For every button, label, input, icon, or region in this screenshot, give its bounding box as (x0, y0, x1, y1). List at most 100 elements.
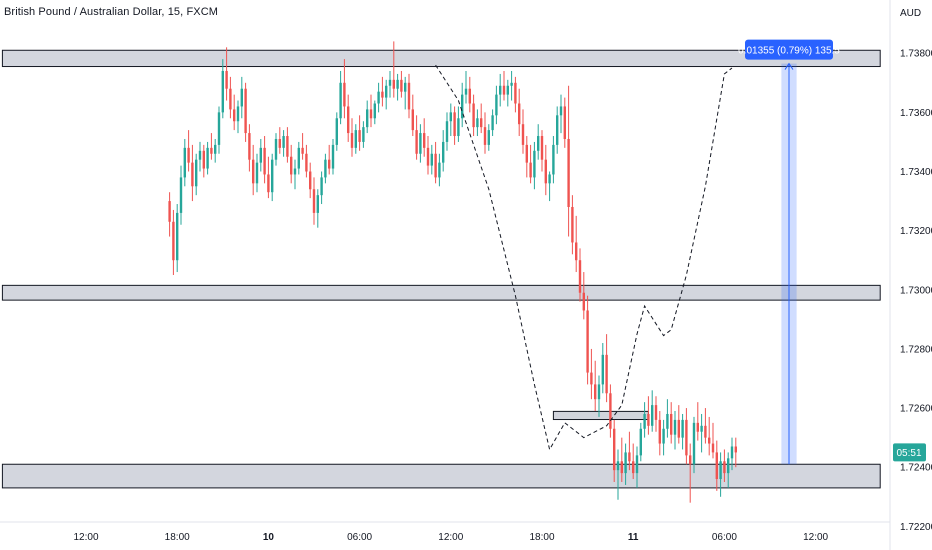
candle-body (252, 159, 255, 184)
candle-body (297, 147, 300, 169)
candle (240, 76, 243, 119)
candle (438, 153, 441, 187)
candle-body (556, 115, 559, 145)
candle (613, 419, 616, 482)
candle-body (381, 91, 384, 98)
candle-body (339, 82, 342, 119)
candle (685, 408, 688, 465)
candle-body (396, 79, 399, 89)
measure-label: 0.01355 (0.79%) 135.5 (738, 46, 840, 57)
candle-body (453, 112, 456, 137)
candle (381, 76, 384, 107)
candle (639, 422, 642, 462)
y-tick-label: 1.72800 (900, 344, 932, 355)
candle-body (400, 79, 403, 92)
candle (274, 133, 278, 166)
candle-body (442, 141, 445, 163)
candle (252, 144, 255, 196)
x-tick-label: 12:00 (803, 532, 828, 543)
candle (221, 59, 224, 119)
candle (366, 100, 369, 134)
candle (559, 94, 563, 134)
candle (445, 112, 449, 151)
candle (434, 141, 437, 184)
candle-body (487, 130, 490, 145)
candle (430, 144, 433, 175)
candle (506, 79, 509, 107)
candle (662, 419, 665, 456)
candle-body (723, 461, 726, 474)
candle-body (472, 103, 475, 128)
resistance-box (552, 410, 649, 421)
candle-body (404, 82, 407, 92)
candle (335, 112, 338, 151)
candle-body (343, 82, 346, 107)
candle-body (495, 94, 498, 116)
candle-body (540, 136, 544, 160)
candle-body (502, 85, 506, 95)
candle (734, 437, 737, 468)
candle-body (483, 127, 487, 145)
candle (666, 399, 669, 438)
candle (354, 124, 357, 154)
candle (309, 162, 312, 199)
candle-body (571, 206, 574, 243)
candle (423, 118, 426, 157)
candle (597, 375, 601, 417)
candle (312, 177, 316, 225)
candle (214, 138, 217, 163)
candle-body (168, 201, 171, 222)
candle (290, 144, 293, 184)
candle-body (290, 156, 293, 175)
candle-body (647, 413, 650, 426)
y-tick-label: 1.73800 (900, 49, 932, 60)
candle-body (305, 153, 308, 172)
candle (168, 192, 171, 237)
candle (263, 136, 266, 184)
candle (271, 153, 274, 202)
candle-body (198, 150, 202, 160)
candle (206, 141, 209, 175)
candle (616, 449, 620, 500)
zone-2 (1, 284, 881, 301)
candle (236, 100, 240, 134)
candle (556, 106, 559, 154)
candle (582, 272, 585, 320)
candle-body (704, 425, 707, 438)
y-tick-label: 1.72400 (900, 463, 932, 474)
candle-body (354, 130, 357, 148)
candle-body (324, 159, 327, 178)
candle (404, 76, 407, 110)
candle-body (529, 162, 532, 178)
candle (689, 443, 692, 503)
candle (385, 79, 388, 110)
candle-body (662, 428, 665, 444)
candle (552, 136, 555, 184)
candle-body (533, 150, 536, 178)
candle-body (689, 455, 692, 465)
candle (563, 97, 566, 148)
x-tick-label: 06:00 (347, 532, 372, 543)
candle (202, 144, 205, 178)
candle (217, 106, 221, 154)
candle-body (567, 138, 570, 207)
candle-body (575, 242, 578, 261)
candle (339, 70, 342, 125)
candle (567, 85, 570, 237)
candle (620, 437, 623, 482)
candle-body (183, 147, 186, 178)
x-tick-label: 12:00 (438, 532, 463, 543)
candle-body (468, 88, 471, 104)
candle-body (476, 118, 479, 128)
candle (727, 452, 730, 488)
candle (696, 402, 699, 441)
candle (350, 118, 354, 157)
candle-body (552, 144, 555, 175)
candle-body (430, 153, 433, 166)
candle-body (677, 419, 680, 438)
candle (400, 70, 403, 98)
candle-body (480, 118, 483, 128)
candle-body (347, 106, 350, 134)
measure-label-box (745, 39, 833, 60)
